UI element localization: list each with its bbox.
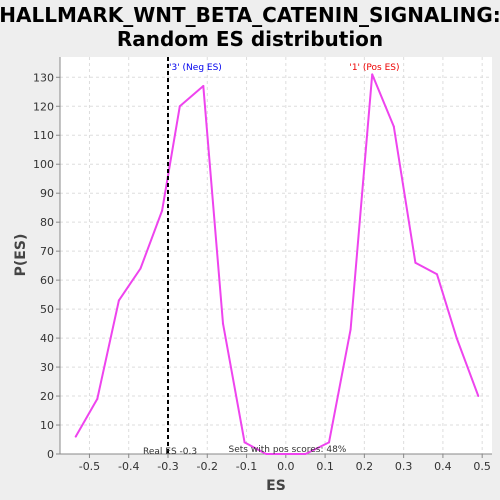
- y-tick-label: 120: [33, 100, 54, 113]
- pos-es-label: '1' (Pos ES): [349, 63, 399, 73]
- data-point: [392, 125, 395, 128]
- x-tick-label: -0.1: [236, 460, 257, 473]
- series-line-0: [74, 73, 480, 455]
- x-tick-label: 0.5: [473, 460, 491, 473]
- neg-es-label: '3' (Neg ES): [169, 63, 222, 73]
- data-point: [178, 105, 181, 108]
- data-point: [74, 435, 77, 438]
- y-tick-label: 110: [33, 129, 54, 142]
- y-tick-label: 50: [40, 303, 54, 316]
- y-tick-label: 130: [33, 71, 54, 84]
- data-point: [265, 453, 268, 455]
- x-tick-label: -0.5: [79, 460, 100, 473]
- data-point: [436, 273, 439, 276]
- data-point: [349, 328, 352, 331]
- x-tick-label: -0.3: [157, 460, 178, 473]
- data-point: [221, 322, 224, 325]
- y-tick-label: 0: [47, 448, 54, 461]
- y-tick-label: 40: [40, 332, 54, 345]
- y-tick-label: 100: [33, 158, 54, 171]
- data-point: [455, 337, 458, 340]
- data-point: [328, 441, 331, 444]
- data-point: [139, 267, 142, 270]
- data-point: [161, 209, 164, 212]
- y-tick-label: 30: [40, 361, 54, 374]
- y-tick-label: 70: [40, 245, 54, 258]
- real-es-text: Real ES -0.3: [143, 447, 197, 457]
- chart-title-line-1: HALLMARK_WNT_BETA_CATENIN_SIGNALING:: [0, 3, 500, 27]
- data-point: [304, 453, 307, 455]
- x-axis-ticks: -0.5 -0.4 -0.3 -0.2 -0.1 0.0 0.1 0.2 0.3 0.4 0.5: [79, 454, 491, 473]
- pos-scores-text: Sets with pos scores: 48%: [229, 445, 347, 455]
- x-tick-label: 0.4: [434, 460, 452, 473]
- data-point: [202, 84, 205, 87]
- y-tick-label: 80: [40, 216, 54, 229]
- y-tick-label: 90: [40, 187, 54, 200]
- chart-title-line-2: Random ES distribution: [117, 27, 383, 51]
- y-tick-label: 10: [40, 419, 54, 432]
- y-axis-ticks: 0 10 20 30 40 50 60 70 80 90 100 110 120 130: [33, 71, 60, 461]
- data-point: [414, 261, 417, 264]
- data-point: [284, 453, 287, 455]
- x-tick-label: 0.3: [395, 460, 413, 473]
- x-tick-label: 0.0: [277, 460, 295, 473]
- y-tick-label: 20: [40, 390, 54, 403]
- y-tick-label: 60: [40, 274, 54, 287]
- x-axis-label: ES: [266, 478, 286, 494]
- data-point: [371, 73, 374, 76]
- x-tick-label: 0.1: [316, 460, 334, 473]
- x-tick-label: -0.2: [197, 460, 218, 473]
- y-axis-label: P(ES): [13, 234, 29, 277]
- data-point: [96, 397, 99, 400]
- data-point: [117, 299, 120, 302]
- x-tick-label: 0.2: [356, 460, 374, 473]
- plot-area: [60, 57, 492, 454]
- data-point: [243, 441, 246, 444]
- data-point: [477, 395, 480, 398]
- x-tick-label: -0.4: [118, 460, 139, 473]
- series-layer: [74, 73, 480, 455]
